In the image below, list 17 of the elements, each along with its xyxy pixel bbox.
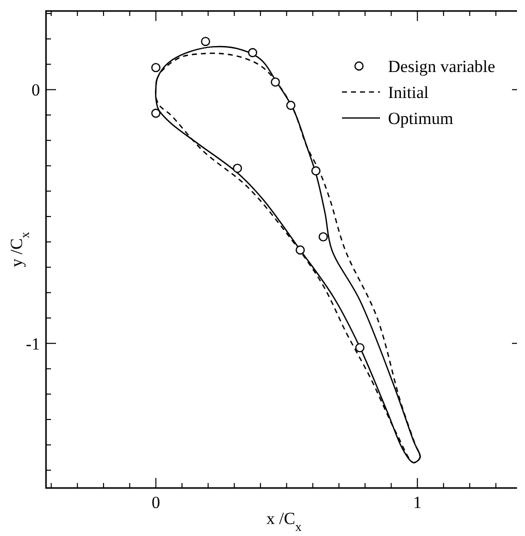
point bbox=[311, 166, 321, 176]
point bbox=[151, 108, 160, 118]
point bbox=[355, 343, 364, 352]
annotation: Initial bbox=[388, 83, 429, 102]
legend-label: Design variable bbox=[388, 57, 496, 76]
point bbox=[232, 164, 242, 173]
point bbox=[200, 36, 210, 46]
annotation: Optimum bbox=[388, 109, 454, 128]
point bbox=[151, 62, 160, 72]
point bbox=[270, 77, 280, 87]
x-tick-label: 1 bbox=[413, 493, 422, 512]
x-axis-title: x /C$_{x}$ bbox=[266, 509, 302, 534]
y-tick-label: -1 bbox=[26, 334, 40, 354]
point bbox=[296, 245, 305, 255]
point bbox=[248, 48, 258, 58]
point bbox=[318, 232, 328, 242]
point bbox=[286, 100, 296, 110]
